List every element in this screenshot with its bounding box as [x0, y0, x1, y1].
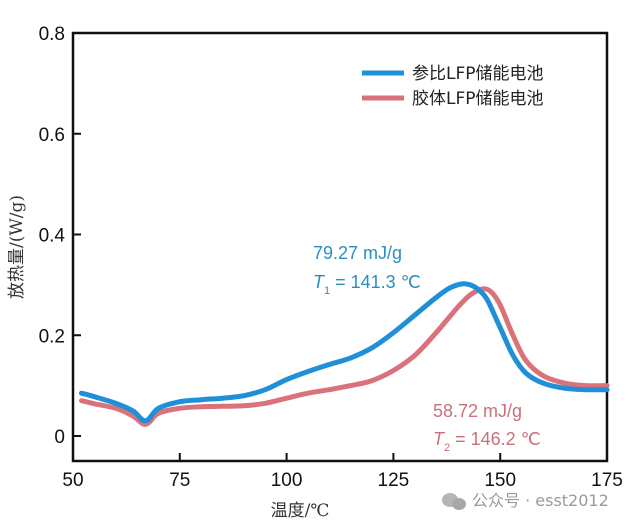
watermark-text: 公众号 · esst2012 — [472, 491, 609, 510]
y-tick-label: 0.6 — [39, 125, 65, 146]
annotation-reference-energy: 79.27 mJ/g — [313, 243, 402, 263]
y-axis-label: 放热量/(W/g) — [7, 195, 27, 299]
annotation-reference-temp: T1 = 141.3 ℃ — [313, 272, 421, 297]
annotation-colloid-energy: 58.72 mJ/g — [433, 401, 522, 421]
legend-label-reference: 参比LFP储能电池 — [412, 64, 544, 84]
y-axis-ticks: 0 0.2 0.4 0.6 0.8 — [39, 24, 81, 448]
y-tick-label: 0.4 — [39, 226, 66, 247]
x-tick-label: 75 — [169, 470, 190, 491]
curves — [79, 281, 610, 427]
x-tick-label: 125 — [378, 470, 410, 491]
x-axis-label: 温度/℃ — [271, 501, 330, 521]
y-tick-label: 0 — [54, 427, 65, 448]
legend-label-colloid: 胶体LFP储能电池 — [412, 89, 544, 109]
y-tick-label: 0.8 — [39, 24, 65, 45]
legend: 参比LFP储能电池 胶体LFP储能电池 — [362, 64, 544, 109]
series-line-reference — [79, 281, 610, 424]
series-line-colloid — [79, 286, 610, 427]
annotation-colloid: 58.72 mJ/g T2 = 146.2 ℃ — [433, 401, 541, 454]
annotation-reference: 79.27 mJ/g T1 = 141.3 ℃ — [313, 243, 421, 297]
x-axis-ticks: 50 75 100 125 150 175 — [62, 453, 623, 491]
x-tick-label: 100 — [271, 470, 303, 491]
x-tick-label: 50 — [62, 470, 83, 491]
plot-frame — [71, 31, 609, 463]
x-tick-label: 150 — [484, 470, 516, 491]
y-tick-label: 0.2 — [39, 326, 65, 347]
x-tick-label: 175 — [591, 470, 623, 491]
watermark: 公众号 · esst2012 — [442, 491, 609, 510]
wechat-icon — [442, 493, 466, 510]
plot-area — [71, 31, 609, 463]
annotation-colloid-temp: T2 = 146.2 ℃ — [433, 429, 541, 454]
